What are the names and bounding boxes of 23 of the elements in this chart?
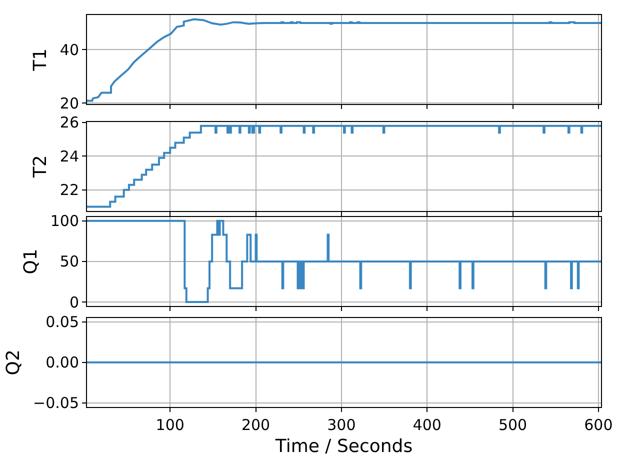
- x-tick-label: 600: [584, 416, 613, 434]
- x-tick-label: 300: [327, 416, 356, 434]
- y-axis-title: T2: [30, 155, 52, 179]
- line-series: [87, 18, 601, 102]
- y-tick-label: 50: [60, 252, 79, 271]
- y-tick-label: 26: [60, 114, 79, 132]
- y-tick-label: 0.05: [46, 313, 79, 332]
- x-tick-label: 500: [498, 416, 528, 434]
- y-tick-label: 24: [60, 147, 79, 166]
- x-tick-label: 100: [156, 416, 184, 434]
- y-axis-title: Q1: [20, 248, 42, 274]
- y-tick-label: 0: [69, 293, 79, 312]
- y-tick-label: 100: [50, 212, 79, 230]
- x-tick-label: 200: [241, 416, 270, 434]
- y-tick-label: −0.05: [33, 394, 79, 412]
- x-tick-label: 400: [412, 416, 442, 434]
- y-tick-label: 20: [60, 94, 79, 112]
- y-tick-label: 40: [60, 40, 79, 59]
- x-axis-title: Time / Seconds: [274, 436, 413, 458]
- y-axis-title: Q2: [3, 350, 24, 376]
- y-tick-label: 0.00: [46, 354, 79, 372]
- y-tick-label: 22: [60, 181, 79, 200]
- y-axis-title: T1: [30, 48, 52, 72]
